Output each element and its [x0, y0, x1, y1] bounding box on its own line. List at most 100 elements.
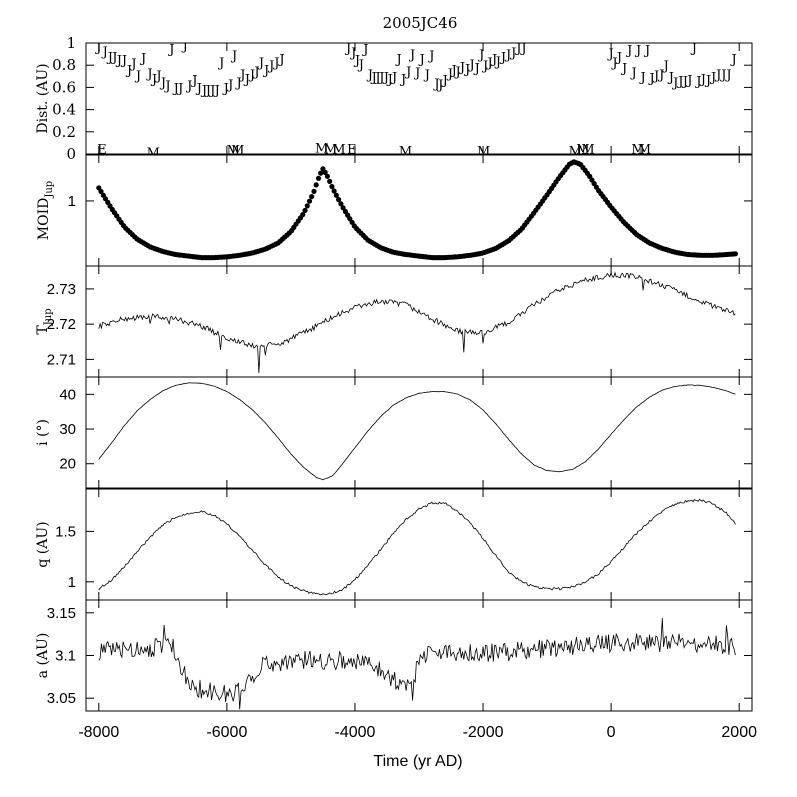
panel-frame [85, 488, 753, 601]
encounter-marker-M: M [227, 144, 240, 159]
panel-q: 1 1.5q (AU) [35, 488, 753, 601]
encounter-marker-J: J [94, 40, 101, 55]
encounter-marker-J: J [509, 46, 516, 61]
y-axis-label-subscript: Jup [44, 181, 55, 199]
y-axis-label: Dist. (AU) [35, 63, 51, 133]
encounter-marker-J: J [101, 45, 108, 60]
encounter-marker-J: J [110, 50, 117, 65]
encounter-marker-J: J [115, 54, 122, 69]
y-tick-label: 40 [59, 386, 76, 403]
encounter-marker-J: J [238, 68, 245, 83]
encounter-marker-J: J [176, 81, 183, 96]
y-tick-label: 0.2 [52, 123, 76, 141]
encounter-marker-J: J [190, 74, 197, 89]
encounter-marker-J: J [450, 64, 457, 79]
y-tick-label: 1.5 [55, 523, 76, 540]
encounter-marker-J: J [267, 59, 274, 74]
encounter-marker-M: M [332, 142, 345, 157]
encounter-marker-M: M [581, 142, 594, 157]
x-axis-label: Time (yr AD) [373, 753, 462, 770]
panel-frame [85, 376, 753, 489]
y-tick-label: 0.6 [52, 78, 76, 96]
encounter-marker-J: J [418, 53, 425, 68]
encounter-marker-J: J [468, 58, 475, 73]
panel-a: 3.05 3.1 3.15 a (AU) [35, 599, 753, 712]
moid-point [311, 188, 317, 194]
encounter-marker-J: J [262, 64, 269, 79]
encounter-marker-J: J [208, 84, 215, 99]
y-tick-label: 0 [66, 145, 76, 163]
y-tick-label: 1 [66, 34, 76, 52]
moid-point [300, 212, 306, 218]
encounter-marker-J: J [463, 63, 470, 78]
encounter-marker-J: J [106, 50, 113, 65]
encounter-marker-J: J [200, 84, 207, 99]
x-tick-label: 2000 [721, 724, 757, 741]
encounter-marker-J: J [185, 79, 192, 94]
encounter-marker-J: J [226, 78, 233, 93]
panel-frame [85, 265, 753, 378]
y-tick-label: 30 [59, 421, 76, 438]
encounter-marker-J: J [163, 79, 170, 94]
y-tick-label: 0.4 [52, 101, 76, 119]
encounter-marker-J: J [432, 77, 439, 92]
plot-area [98, 498, 736, 596]
panel-frame [85, 154, 753, 267]
encounter-marker-J: J [652, 69, 659, 84]
encounter-marker-J: J [277, 53, 284, 68]
moid-point [327, 178, 333, 184]
encounter-marker-J: J [243, 73, 250, 88]
encounter-marker-J: J [504, 48, 511, 63]
x-tick-label: -8000 [78, 724, 119, 741]
x-tick-label: -4000 [335, 724, 376, 741]
encounter-marker-J: J [150, 73, 157, 88]
x-tick-label: -2000 [463, 724, 504, 741]
y-axis-label: MOIDJup [36, 181, 55, 240]
encounter-marker-J: J [436, 78, 443, 93]
encounter-marker-J: J [667, 70, 674, 85]
encounter-marker-J: J [681, 75, 688, 90]
encounter-marker-J: J [154, 69, 161, 84]
encounter-marker-J: J [729, 53, 736, 68]
encounter-marker-J: J [625, 44, 632, 59]
encounter-marker-J: J [204, 84, 211, 99]
encounter-marker-M: M [231, 144, 244, 159]
encounter-marker-J: J [167, 43, 174, 58]
encounter-marker-J: J [671, 76, 678, 91]
encounter-marker-J: J [699, 73, 706, 88]
encounter-marker-J: J [377, 70, 384, 85]
y-axis-label: a (AU) [35, 633, 51, 679]
encounter-marker-J: J [490, 53, 497, 68]
encounter-marker-J: J [662, 59, 669, 74]
encounter-marker-J: J [125, 64, 132, 79]
encounter-marker-M: M [324, 142, 337, 157]
y-tick-label: 3.15 [47, 605, 76, 622]
moid-point [732, 251, 739, 257]
encounter-marker-J: J [172, 81, 179, 96]
encounter-marker-J: J [709, 70, 716, 85]
encounter-marker-J: J [404, 65, 411, 80]
encounter-marker-E: E [347, 142, 357, 157]
moid-point [98, 188, 104, 195]
encounter-marker-J: J [620, 61, 627, 76]
encounter-marker-J: J [159, 76, 166, 91]
encounter-marker-M: M [569, 145, 582, 160]
encounter-marker-J: J [647, 71, 654, 86]
encounter-marker-J: J [441, 74, 448, 89]
moid-point [302, 207, 308, 214]
encounter-marker-J: J [724, 68, 731, 83]
encounter-marker-J: J [217, 56, 224, 71]
encounter-marker-J: J [213, 84, 220, 99]
plot-area [98, 618, 736, 710]
moid-point [306, 198, 313, 204]
y-tick-label: 2.72 [47, 316, 76, 333]
encounter-marker-M: M [315, 141, 328, 156]
plot-area [98, 271, 736, 374]
moid-point [329, 183, 335, 190]
encounter-marker-M: M [631, 142, 644, 157]
encounter-marker-J: J [634, 44, 641, 59]
